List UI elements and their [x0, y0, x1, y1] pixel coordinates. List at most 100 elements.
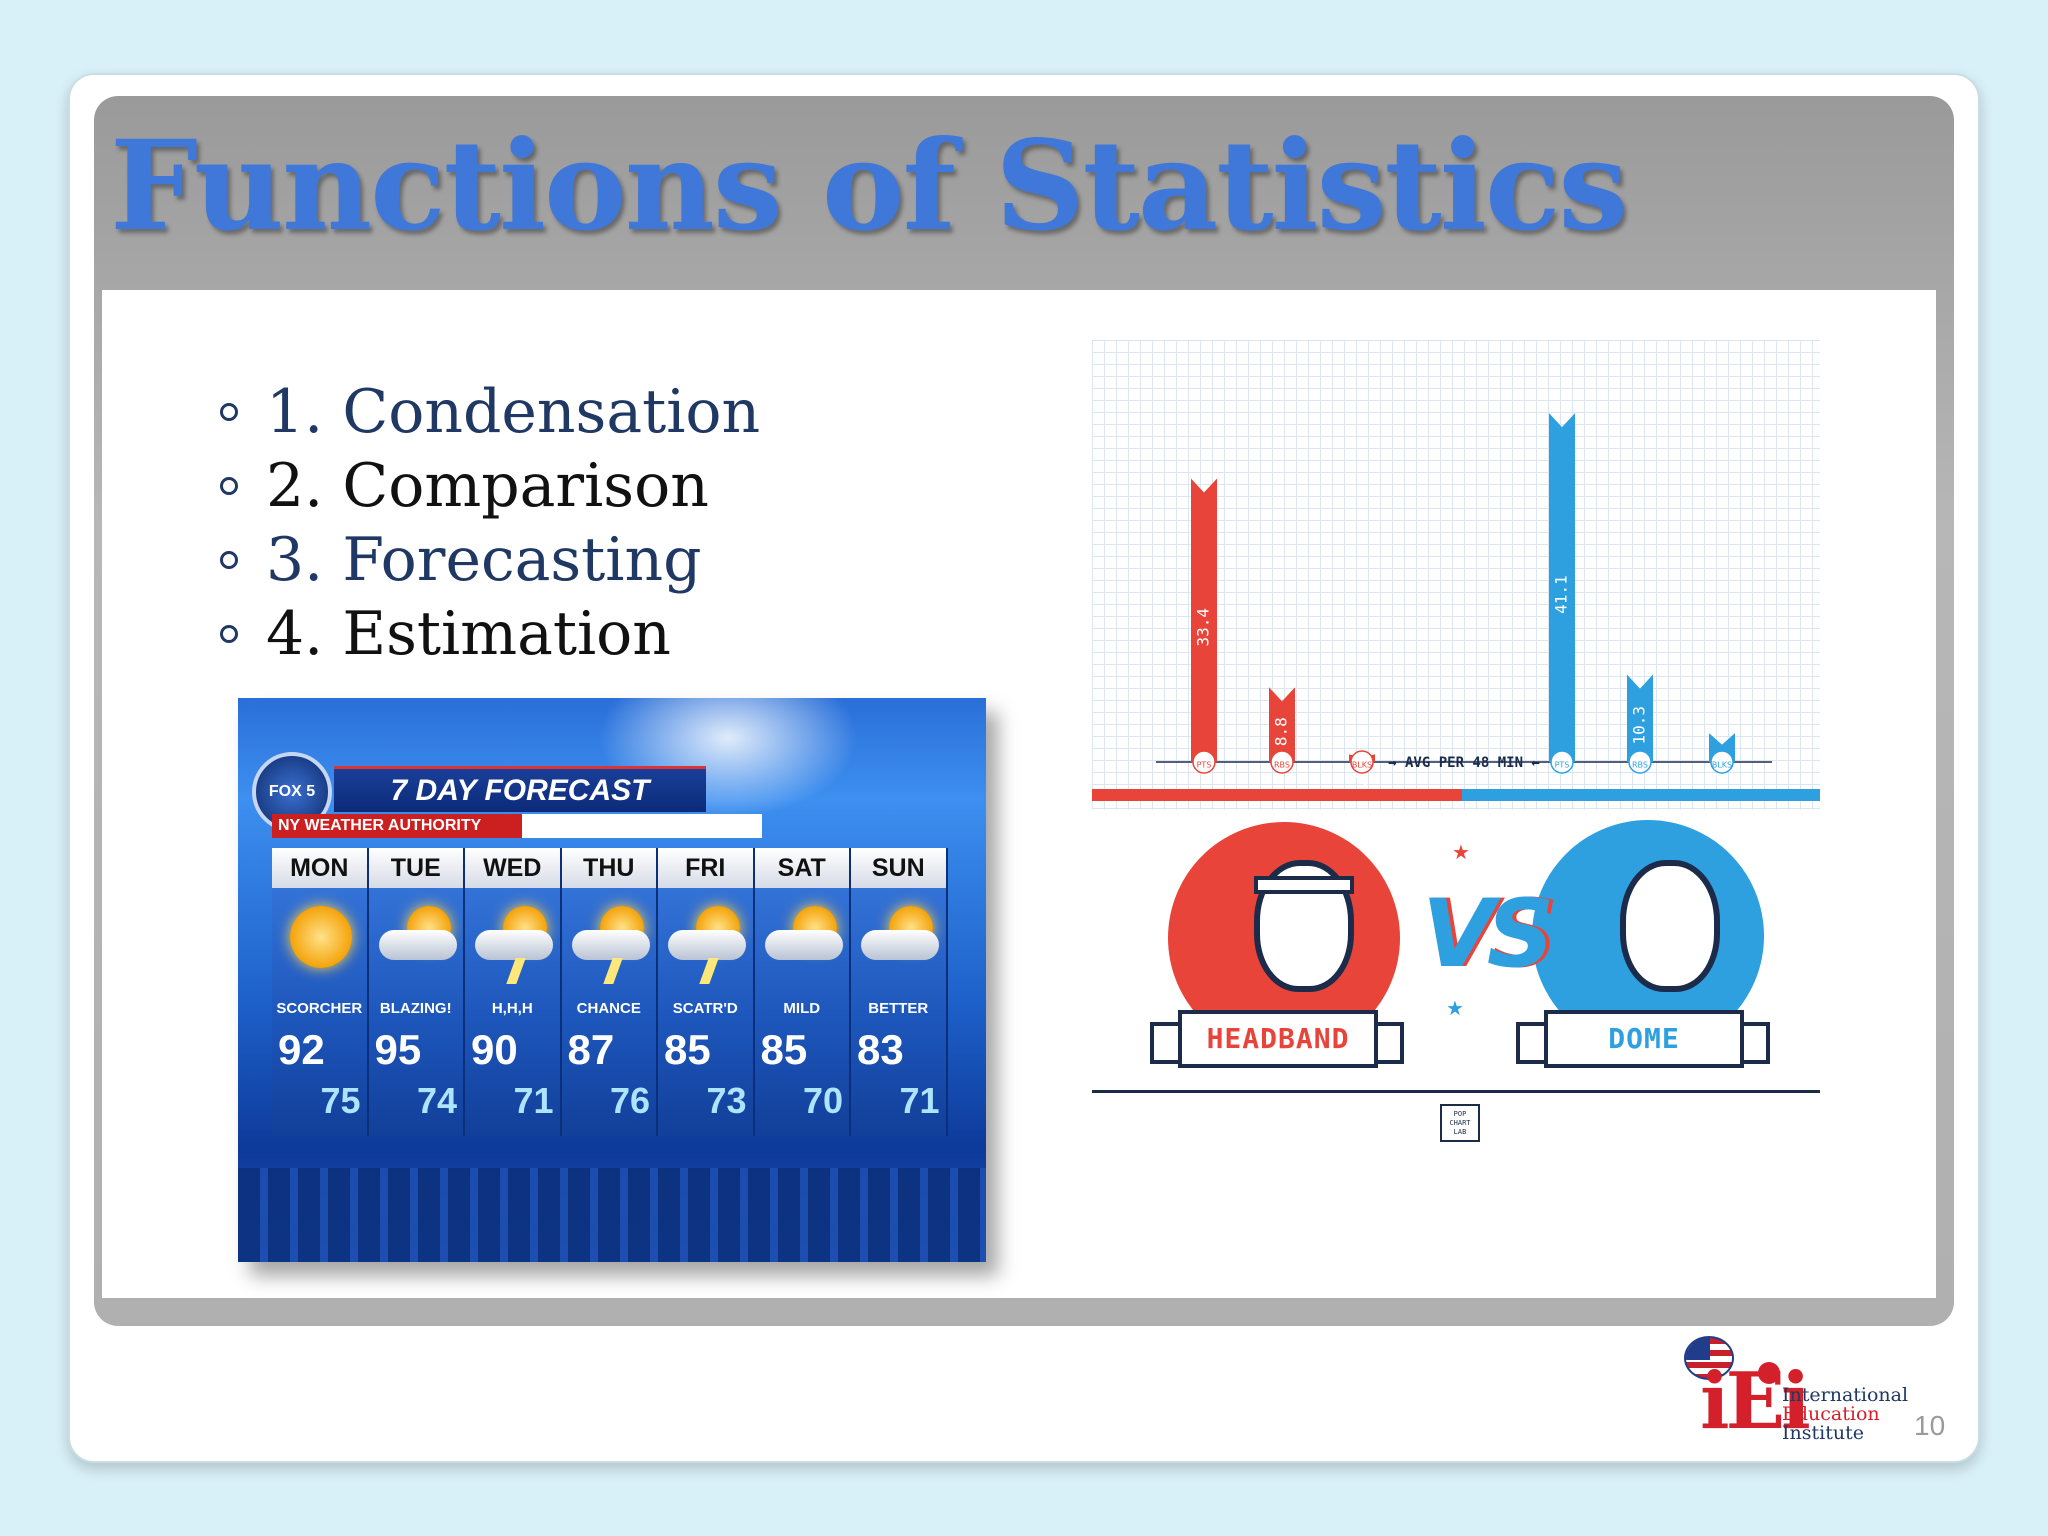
day-name: THU [561, 848, 656, 888]
chart-svg: 33.4PTS8.8RBS.9BLKS41.1PTS10.3RBS3.4BLKS… [1156, 413, 1772, 789]
page-number: 10 [1914, 1410, 1946, 1441]
iei-logo: iEi International Education Institute [1680, 1336, 1920, 1447]
logo-line: International [1782, 1384, 1909, 1406]
condition-label: SCORCHER [276, 1000, 363, 1017]
list-item: 3. Forecasting [220, 523, 760, 597]
list-item: 1. Condensation [220, 375, 760, 449]
low-temp: 76 [609, 1080, 650, 1121]
chart-baseline-blue [1462, 789, 1820, 801]
high-temp: 85 [760, 1026, 808, 1073]
logo-line: Education [1782, 1403, 1880, 1425]
category-label: BLKS [1712, 761, 1732, 770]
category-label: PTS [1197, 761, 1212, 770]
condition-label: BLAZING! [379, 1000, 452, 1017]
bullet-icon [220, 403, 238, 421]
bullet-list: 1. Condensation 2. Comparison 3. Forecas… [220, 375, 760, 671]
bullet-text: 2. Comparison [266, 451, 709, 521]
partly-cloudy-icon [764, 906, 843, 968]
category-label: BLKS [1352, 761, 1372, 770]
logo-dot-icon [1758, 1362, 1780, 1384]
stats-chart: 33.4PTS8.8RBS.9BLKS41.1PTS10.3RBS3.4BLKS… [1092, 340, 1820, 810]
weather-forecast-image: FOX 5 7 DAY FORECAST NY WEATHER AUTHORIT… [238, 698, 986, 1262]
condition-label: CHANCE [576, 1000, 641, 1017]
partly-cloudy-icon [861, 906, 939, 968]
bar-dome-rbs [1627, 674, 1653, 762]
category-label: RBS [1632, 761, 1648, 770]
vs-label: VS [1422, 880, 1554, 989]
forecast-day-wed: WED H,H,H 90 71 [465, 848, 562, 1136]
bar-headband-rbs [1269, 687, 1295, 762]
forecast-day-tue: TUE BLAZING! 95 74 [368, 848, 465, 1136]
category-marker [1710, 750, 1734, 774]
high-temp: 87 [567, 1026, 615, 1073]
dome-face-icon [1620, 860, 1720, 992]
low-temp: 71 [899, 1080, 940, 1121]
category-marker [1192, 750, 1216, 774]
low-temp: 71 [513, 1080, 554, 1121]
bar-value-label: 33.4 [1194, 608, 1213, 647]
day-name: FRI [658, 848, 753, 888]
condition-label: BETTER [868, 1000, 929, 1017]
star-icon: ★ [1446, 998, 1464, 1020]
chart-annotation: → AVG PER 48 MIN ← [1388, 755, 1540, 771]
bullet-icon [220, 551, 238, 569]
logo-text: International Education Institute [1782, 1386, 1908, 1443]
condition-label: MILD [783, 1000, 821, 1017]
forecast-day-sat: SAT MILD 85 70 [754, 848, 851, 1136]
forecast-title: 7 DAY FORECAST [334, 766, 706, 812]
headband-icon [1254, 876, 1354, 894]
low-temp: 73 [706, 1080, 747, 1121]
day-name: SUN [851, 848, 946, 888]
list-item: 2. Comparison [220, 449, 760, 523]
bar-value-label: 10.3 [1630, 706, 1649, 745]
condition-label: H,H,H [491, 1000, 533, 1017]
day-name: MON [272, 848, 367, 888]
high-temp: 83 [857, 1026, 904, 1073]
bar-value-label: .9 [1352, 770, 1371, 789]
sun-cloud-icon [378, 906, 457, 968]
bar-value-label: 8.8 [1272, 717, 1291, 746]
category-label: RBS [1274, 761, 1290, 770]
day-name: WED [465, 848, 560, 888]
list-item: 4. Estimation [220, 597, 760, 671]
high-temp: 90 [471, 1026, 518, 1073]
low-temp: 70 [802, 1080, 843, 1121]
low-temp: 75 [320, 1080, 361, 1121]
logo-line: Institute [1782, 1422, 1864, 1444]
low-temp: 74 [416, 1080, 457, 1121]
page-title: Functions of Statistics [110, 114, 1628, 259]
bar-dome-pts [1549, 413, 1575, 762]
bar-value-label: 41.1 [1552, 575, 1571, 614]
category-marker [1550, 750, 1574, 774]
pop-chart-lab-logo: POP CHART LAB [1440, 1104, 1480, 1142]
day-name: SAT [754, 848, 849, 888]
storm-icon [571, 906, 650, 984]
forecast-day-mon: MON SCORCHER 92 75 [272, 848, 369, 1136]
category-marker [1350, 750, 1374, 774]
studio-floor [238, 1168, 986, 1262]
category-label: PTS [1555, 761, 1570, 770]
bullet-icon [220, 477, 238, 495]
headband-label: HEADBAND [1178, 1010, 1378, 1068]
high-temp: 92 [278, 1026, 325, 1073]
category-marker [1628, 750, 1652, 774]
channel-label: FOX 5 [268, 783, 316, 800]
high-temp: 85 [664, 1026, 711, 1073]
bullet-text: 4. Estimation [266, 599, 671, 669]
logo-mark: iEi [1700, 1356, 1811, 1447]
day-columns: MON SCORCHER 92 75 TUE BLAZING! 95 74 WED H,H,H 90… [272, 848, 948, 1136]
star-icon: ★ [1452, 842, 1470, 864]
bullet-text: 1. Condensation [266, 377, 761, 447]
forecast-day-sun: SUN BETTER 83 71 [851, 848, 948, 1136]
dome-label: DOME [1544, 1010, 1744, 1068]
high-temp: 95 [374, 1026, 422, 1073]
versus-illustration: HEADBAND DOME VS ★ ★ [1092, 810, 1820, 1150]
forecast-subtitle: NY WEATHER AUTHORITY [272, 814, 522, 838]
category-marker [1270, 750, 1294, 774]
storm-icon [475, 906, 553, 984]
chart-baseline-red [1092, 789, 1462, 801]
bullet-text: 3. Forecasting [266, 525, 702, 595]
condition-label: SCATR'D [672, 1000, 738, 1017]
storm-icon [668, 906, 746, 984]
flag-icon [1684, 1336, 1734, 1380]
